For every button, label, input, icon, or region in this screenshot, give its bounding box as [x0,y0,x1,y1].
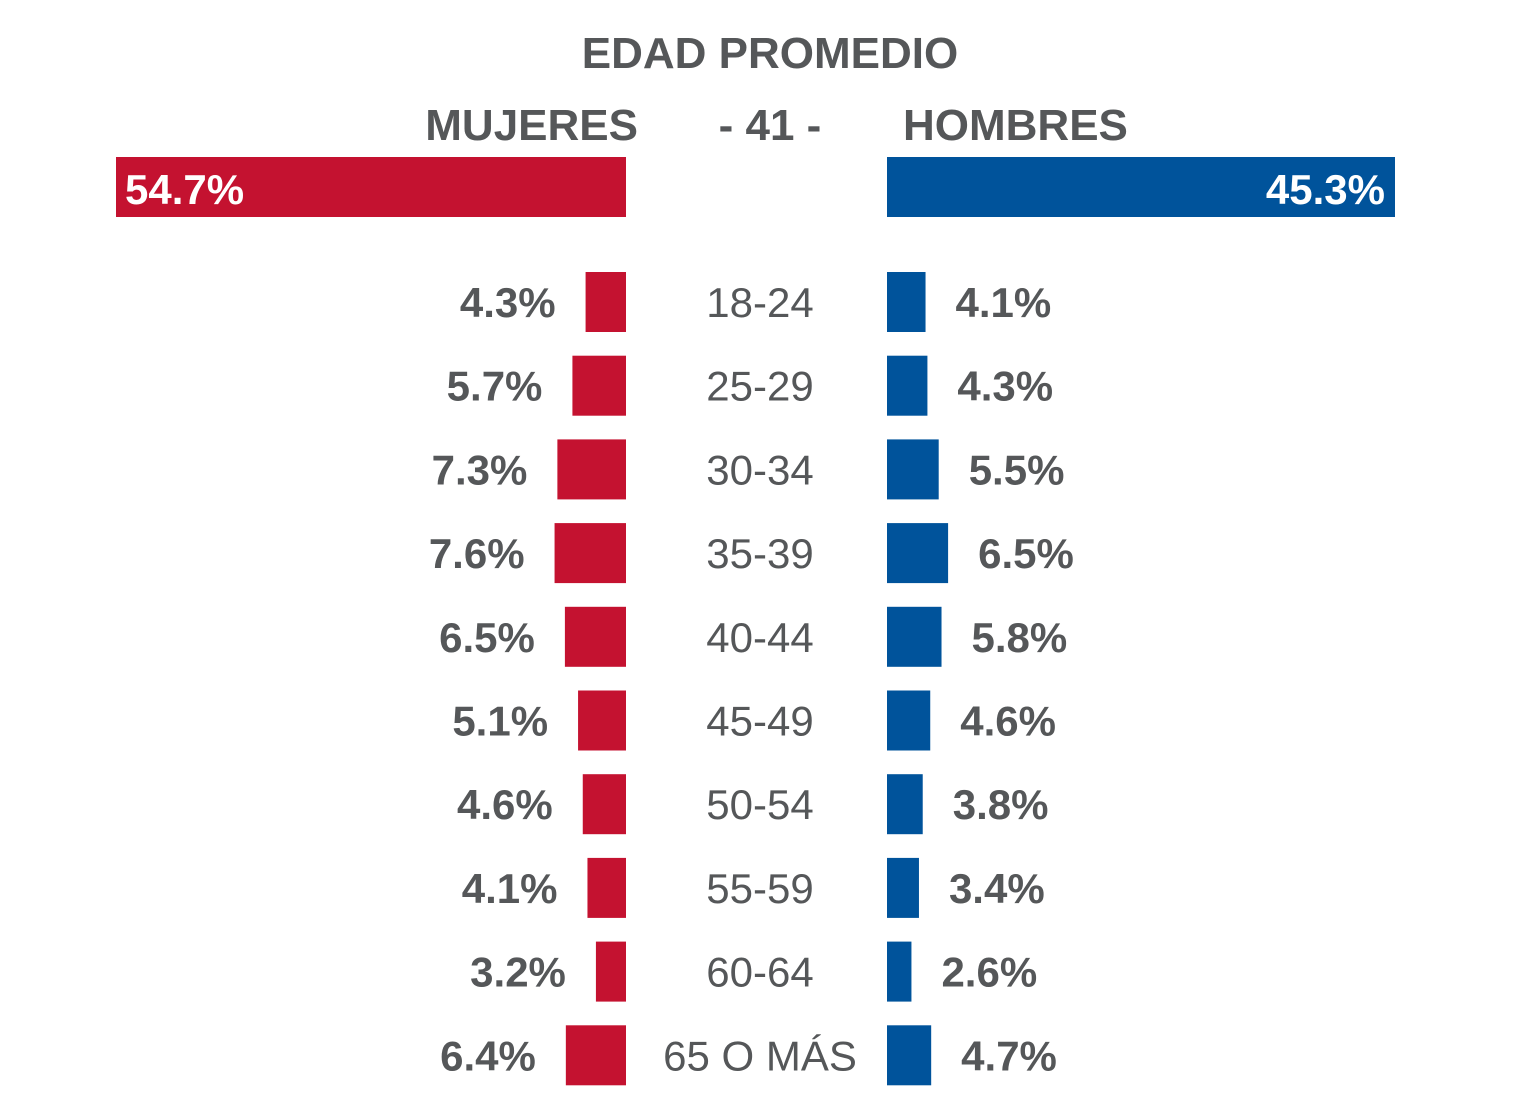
value-label-mujeres: 6.5% [439,614,535,661]
age-group-rows: 4.3% 18-24 4.1% 5.7% 25-29 4.3% 7.3% 30-34 5.5% 7… [429,272,1074,1086]
total-label-hombres: 45.3% [1266,166,1385,213]
bar-hombres [887,439,939,500]
age-group-label: 60-64 [706,949,813,996]
value-label-hombres: 4.1% [956,279,1052,326]
chart-title: EDAD PROMEDIO [582,29,958,78]
age-group-label: 65 O MÁS [663,1032,857,1079]
total-label-mujeres: 54.7% [125,166,244,213]
bar-hombres [887,606,942,667]
value-label-hombres: 6.5% [978,530,1074,577]
value-label-mujeres: 4.3% [460,279,556,326]
average-age-label: - 41 - [719,101,822,150]
bar-hombres [887,690,931,751]
value-label-mujeres: 4.1% [462,865,558,912]
bar-mujeres [585,272,626,332]
value-label-mujeres: 3.2% [470,949,566,996]
total-bar-hombres [887,157,1395,217]
value-label-hombres: 4.6% [960,698,1056,745]
bar-hombres [887,523,949,584]
age-group-label: 30-34 [706,446,813,493]
total-bar-mujeres [116,157,626,217]
bar-mujeres [582,774,626,835]
age-group-label: 18-24 [706,279,813,326]
bar-mujeres [587,857,626,918]
bar-mujeres [557,439,626,500]
value-label-hombres: 4.7% [961,1032,1057,1079]
age-group-label: 50-54 [706,781,813,828]
age-group-label: 45-49 [706,698,813,745]
legend-label-mujeres: MUJERES [425,101,638,150]
bar-hombres [887,941,912,1002]
value-label-hombres: 2.6% [941,949,1037,996]
bar-mujeres [578,690,626,751]
bar-mujeres [564,606,626,667]
value-label-hombres: 3.8% [953,781,1049,828]
bar-hombres [887,857,919,918]
bar-hombres [887,272,926,332]
value-label-hombres: 5.5% [969,446,1065,493]
legend-label-hombres: HOMBRES [903,101,1128,150]
value-label-mujeres: 7.3% [432,446,528,493]
value-label-hombres: 5.8% [972,614,1068,661]
bar-mujeres [565,1025,626,1086]
value-label-mujeres: 5.1% [452,698,548,745]
bar-mujeres [595,941,626,1002]
age-group-label: 35-39 [706,530,813,577]
age-group-label: 40-44 [706,614,813,661]
value-label-mujeres: 5.7% [447,363,543,410]
bar-hombres [887,1025,932,1086]
bar-hombres [887,774,923,835]
bar-mujeres [572,355,626,416]
value-label-hombres: 4.3% [957,363,1053,410]
age-group-label: 55-59 [706,865,813,912]
age-group-label: 25-29 [706,363,813,410]
value-label-mujeres: 6.4% [440,1032,536,1079]
bar-hombres [887,355,928,416]
value-label-mujeres: 4.6% [457,781,553,828]
value-label-mujeres: 7.6% [429,530,525,577]
value-label-hombres: 3.4% [949,865,1045,912]
bar-mujeres [554,523,626,584]
